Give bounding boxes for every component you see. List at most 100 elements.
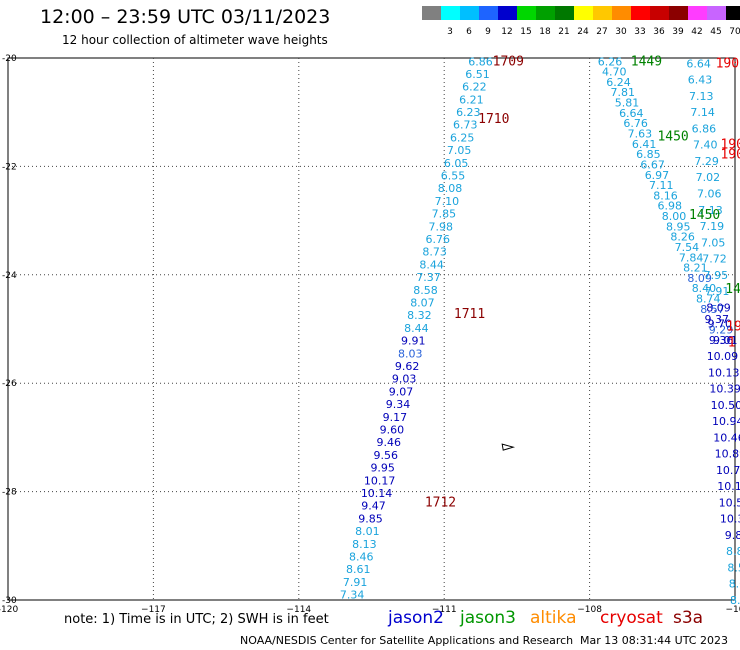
- wave-height-value: 8.58: [413, 284, 438, 297]
- wave-height-value: 10.72: [716, 464, 740, 477]
- colorbar-label: 42: [691, 27, 703, 37]
- pass-time-label: 1450: [689, 208, 720, 223]
- wave-height-value: 7.72: [702, 253, 727, 266]
- wave-height-value: 6.55: [441, 170, 466, 183]
- wave-height-value: 10.09: [707, 350, 739, 363]
- wave-height-value: 6.05: [444, 157, 469, 170]
- y-tick-label: -24: [2, 271, 17, 281]
- wave-height-value: 6.64: [619, 107, 644, 120]
- wave-height-value: 10.50: [711, 399, 740, 412]
- wave-height-value: 7.02: [696, 171, 721, 184]
- wave-height-value: 7.34: [340, 589, 365, 602]
- legend-s3a: s3a: [673, 608, 704, 628]
- y-tick-label: -30: [2, 596, 17, 606]
- wave-height-value: 6.86: [468, 55, 493, 68]
- wave-height-value: 8.03: [398, 347, 423, 360]
- wave-height-value: 7.13: [689, 90, 714, 103]
- colorbar-label: 33: [634, 27, 646, 37]
- y-tick-label: -28: [2, 488, 17, 498]
- pass-time-label: 1449: [631, 54, 662, 69]
- wave-height-value: 9.01: [713, 334, 738, 347]
- wave-height-value: 7.63: [628, 127, 653, 140]
- pass-time-label: 14: [725, 282, 740, 297]
- chart-title: 12:00 – 23:59 UTC 03/11/2023: [40, 6, 331, 28]
- wave-height-value: 9.07: [389, 385, 414, 398]
- wave-height-value: 8.07: [410, 297, 435, 310]
- wave-height-value: 9.95: [370, 462, 395, 475]
- pass-time-label: 19: [726, 319, 740, 334]
- wave-height-value: 8.44: [404, 322, 429, 335]
- wave-height-value: 6.43: [688, 74, 713, 87]
- x-tick-label: −10: [726, 605, 740, 615]
- pass-time-label: 1712: [425, 495, 456, 510]
- wave-height-value: 10.14: [361, 487, 393, 500]
- wave-height-value: 8.59: [727, 561, 740, 574]
- pass-time-label: 190: [720, 138, 740, 153]
- colorbar-label: 18: [539, 27, 551, 37]
- wave-height-value: 7.05: [447, 144, 472, 157]
- wave-height-value: 8.44: [419, 258, 444, 271]
- wave-height-value: 6.41: [632, 138, 657, 151]
- wave-height-value: 7.91: [343, 576, 368, 589]
- wave-height-value: 8.63: [729, 578, 740, 591]
- wave-height-value: 9.37: [705, 313, 730, 326]
- wave-height-value: 8.00: [662, 210, 687, 223]
- wave-height-value: 6.76: [425, 233, 450, 246]
- wave-height-value: 7.84: [679, 251, 704, 264]
- wave-height-value: 10.89: [715, 448, 740, 461]
- x-tick-label: −108: [577, 605, 602, 615]
- pass-time-label: 1450: [657, 130, 688, 145]
- wave-height-value: 9.03: [392, 373, 417, 386]
- legend-jason3: jason3: [460, 608, 516, 628]
- x-tick-label: −117: [141, 605, 166, 615]
- wave-height-value: 6.86: [692, 122, 717, 135]
- colorbar-cell: [555, 6, 574, 20]
- wave-height-value: 9.56: [374, 449, 399, 462]
- wave-height-value: 7.19: [700, 220, 725, 233]
- wave-height-value: 7.13: [698, 204, 723, 217]
- wave-height-value: 6.97: [645, 169, 670, 182]
- pass-time-label: 1907: [716, 56, 740, 71]
- colorbar-cell: [593, 6, 612, 20]
- colorbar-cell: [669, 6, 688, 20]
- wave-height-value: 7.40: [693, 139, 718, 152]
- legend-jason2: jason2: [388, 608, 444, 628]
- chart-subtitle: 12 hour collection of altimeter wave hei…: [62, 33, 328, 47]
- colorbar-label: 3: [447, 27, 453, 37]
- wave-height-value: 7.81: [611, 86, 636, 99]
- colorbar-label: 9: [485, 27, 491, 37]
- colorbar-cell: [650, 6, 669, 20]
- wave-height-value: 8.73: [422, 246, 447, 259]
- wave-height-value: 4.70: [602, 66, 627, 79]
- wave-height-value: 7.10: [435, 195, 460, 208]
- pass-time-label: 1710: [478, 112, 509, 127]
- wave-height-value: 8.57: [700, 303, 725, 316]
- colorbar-label: 12: [501, 27, 513, 37]
- x-tick-label: −114: [286, 605, 311, 615]
- wave-height-value: 10.13: [708, 366, 740, 379]
- colorbar-label: 27: [596, 27, 608, 37]
- wave-height-value: 10.19: [717, 480, 740, 493]
- y-tick-label: -22: [2, 162, 17, 172]
- wave-height-value: 9.17: [383, 411, 408, 424]
- wave-height-value: 8.88: [726, 545, 740, 558]
- wave-height-value: 8.32: [407, 309, 432, 322]
- wave-height-value: 8.16: [653, 189, 678, 202]
- wave-height-value: 9.46: [377, 436, 402, 449]
- wave-height-value: 6.24: [606, 76, 631, 89]
- wave-height-value: 8.46: [349, 550, 374, 563]
- wave-height-value: 9.29: [709, 324, 734, 337]
- colorbar-cell: [517, 6, 536, 20]
- y-tick-label: -20: [2, 54, 17, 64]
- colorbar-cell: [498, 6, 517, 20]
- wave-height-value: 10.46: [713, 431, 740, 444]
- wave-height-value: 8.61: [346, 563, 371, 576]
- legend-cryosat: cryosat: [600, 608, 663, 628]
- units-note: note: 1) Time is in UTC; 2) SWH is in fe…: [64, 612, 329, 627]
- pass-time-label: 1: [728, 336, 736, 351]
- wave-height-value: 7.91: [705, 285, 730, 298]
- wave-height-value: 8.26: [670, 231, 695, 244]
- wave-height-value: 7.85: [432, 208, 457, 221]
- colorbar-cell: [726, 6, 740, 20]
- wave-height-value: 9.70: [708, 318, 733, 331]
